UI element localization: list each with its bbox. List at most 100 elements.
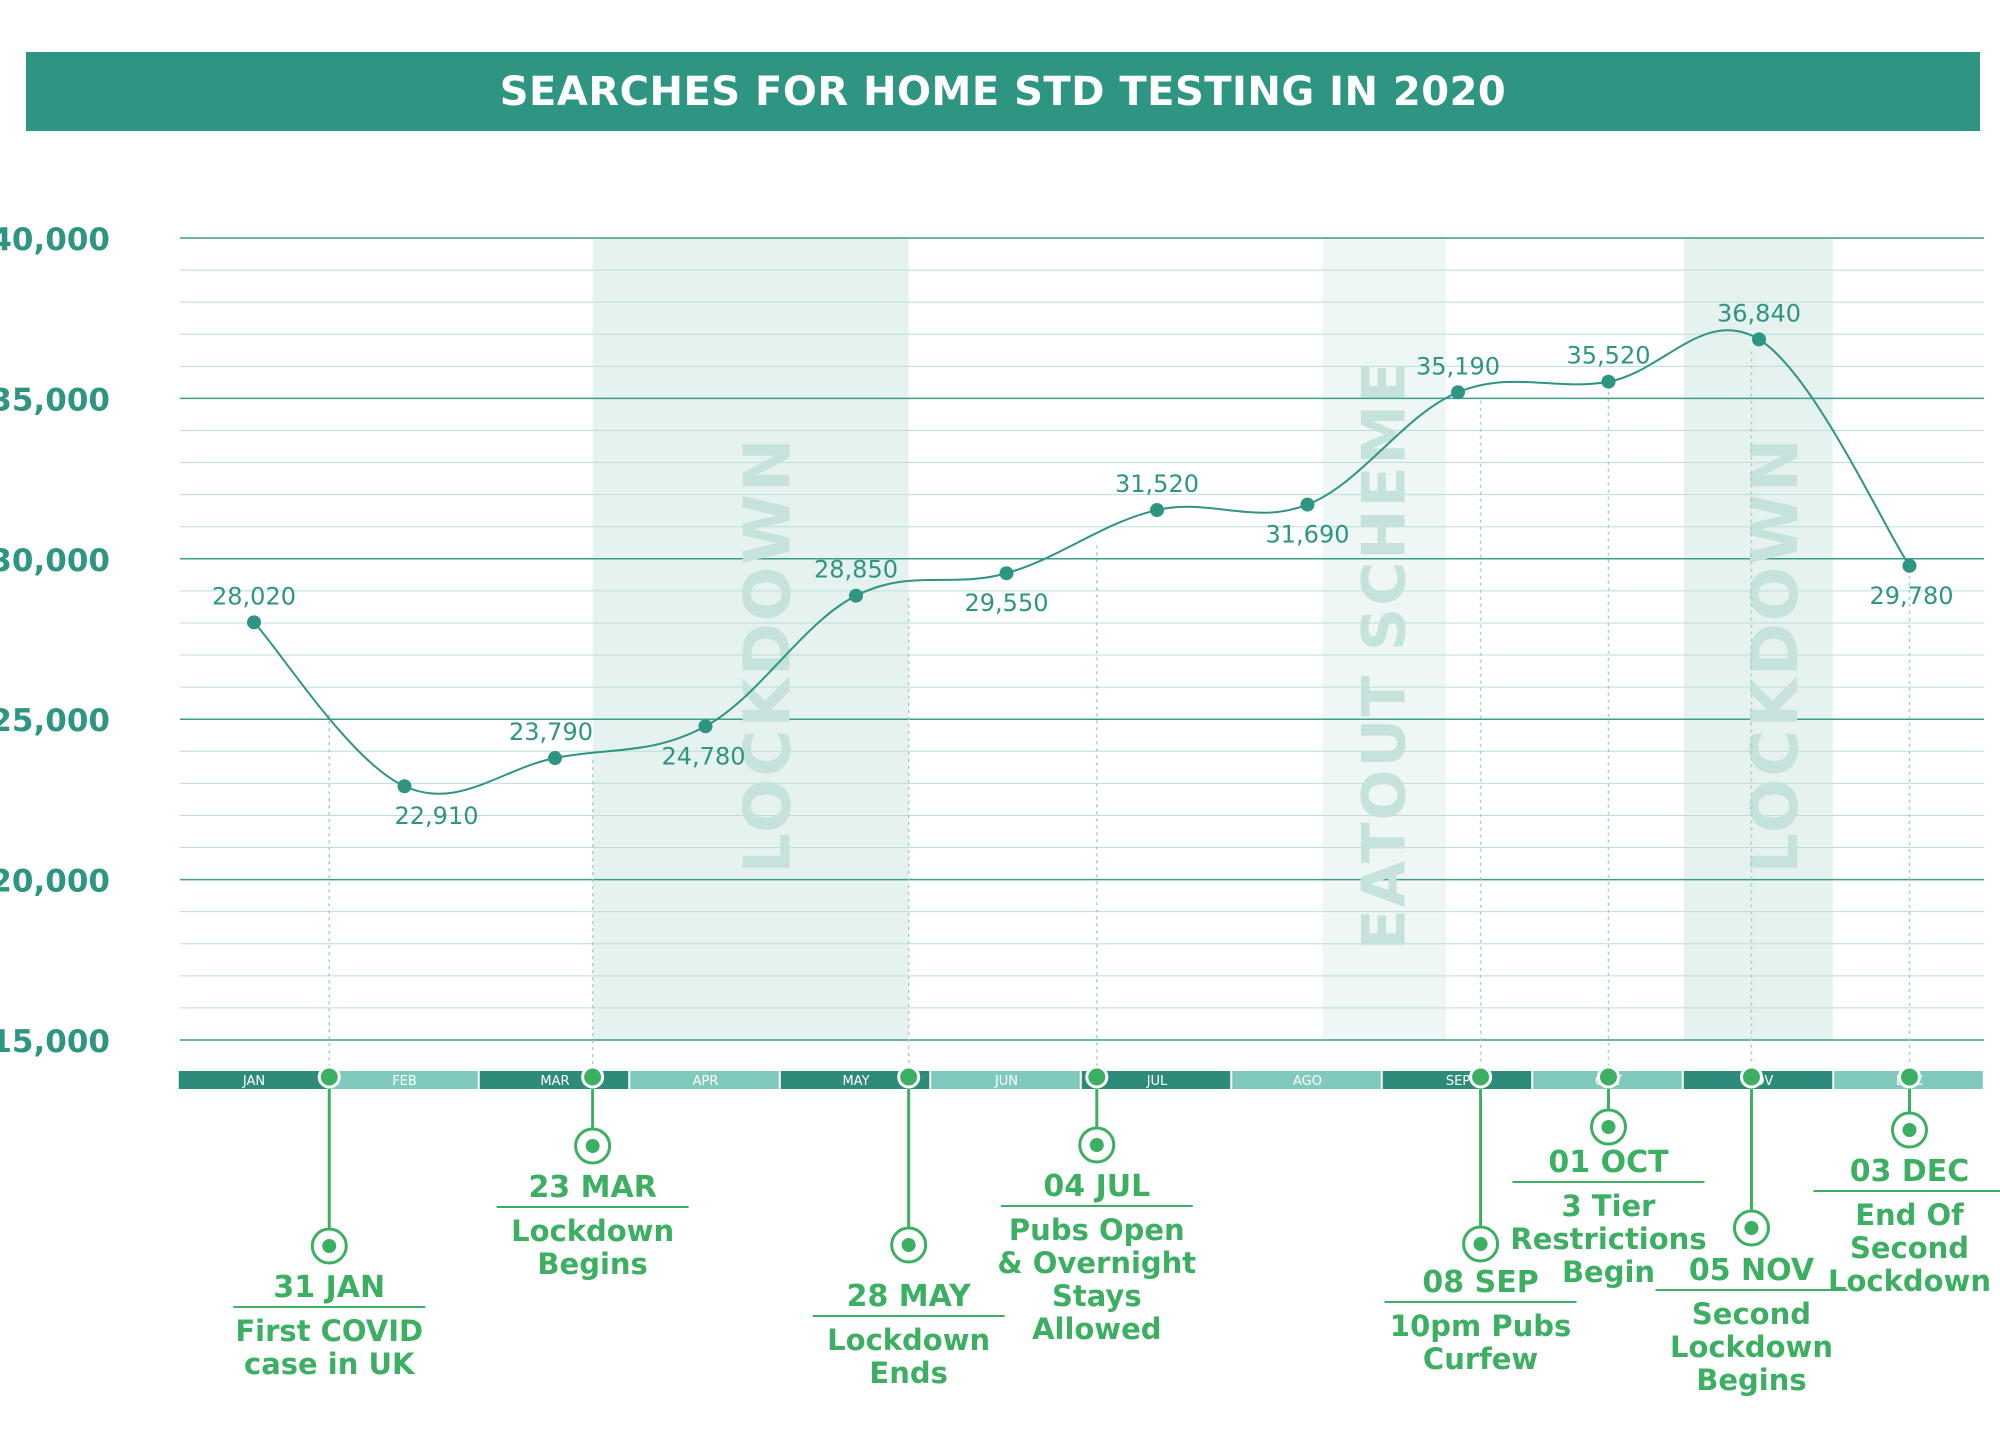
y-tick-label: 15,000 (0, 1024, 110, 1060)
month-cell (931, 1071, 1080, 1089)
band-label-3: LOCKDOWN (1739, 436, 1813, 873)
data-label: 22,910 (395, 802, 479, 830)
event-marker (1469, 1065, 1493, 1089)
data-point (1300, 497, 1315, 512)
event-text: Lockdown (827, 1323, 990, 1357)
band-label-1: LOCKDOWN (732, 436, 806, 873)
data-label: 23,790 (509, 718, 593, 746)
y-tick-label: 20,000 (0, 864, 110, 900)
data-point (1752, 332, 1766, 347)
data-label: 24,780 (662, 742, 746, 770)
y-tick-label: 25,000 (0, 703, 110, 739)
event-text: Curfew (1423, 1342, 1538, 1376)
event-date: 01 OCT (1548, 1145, 1669, 1180)
event-date: 23 MAR (528, 1170, 656, 1205)
event-text: Stays (1052, 1279, 1142, 1313)
band-2 (1322, 238, 1446, 1040)
event-text: 3 Tier (1562, 1189, 1657, 1223)
x-tick-label: MAY (842, 1074, 869, 1089)
data-point (1150, 503, 1164, 518)
data-label: 35,520 (1567, 342, 1651, 370)
beer-icon-glyph (1089, 1138, 1104, 1152)
month-cell (178, 1071, 328, 1089)
event-text: Ends (869, 1356, 947, 1390)
unlock-icon-glyph (1902, 1123, 1917, 1137)
event-marker (1898, 1065, 1921, 1089)
month-cell (780, 1071, 930, 1089)
data-label: 29,780 (1870, 582, 1954, 610)
event-text: & Overnight (997, 1246, 1196, 1280)
x-tick-label: MAR (540, 1074, 569, 1089)
event-text: Allowed (1032, 1312, 1161, 1346)
clock-icon-glyph (1473, 1237, 1488, 1251)
lock-icon-glyph (1744, 1221, 1759, 1235)
event-text: First COVID (235, 1314, 423, 1348)
event-date: 04 JUL (1043, 1169, 1150, 1204)
data-point (397, 779, 412, 794)
virus-icon-glyph (322, 1239, 337, 1253)
y-tick-label: 35,000 (0, 382, 110, 418)
event-date: 28 MAY (847, 1279, 972, 1314)
event-date: 31 JAN (273, 1270, 385, 1305)
cancel-icon-glyph (1601, 1120, 1616, 1134)
data-point (548, 751, 562, 766)
month-cell (1081, 1071, 1231, 1089)
event-text: Begins (1696, 1363, 1806, 1397)
event-text: Lockdown (1670, 1330, 1833, 1364)
month-cell (630, 1071, 779, 1089)
y-tick-label: 40,000 (0, 222, 110, 258)
event-text: case in UK (244, 1347, 416, 1381)
event-text: Lockdown (511, 1214, 674, 1248)
title-bar: SEARCHES FOR HOME STD TESTING IN 2020 (26, 52, 1980, 131)
data-label: 35,190 (1416, 352, 1500, 380)
data-label: 31,520 (1115, 470, 1199, 498)
event-marker (1085, 1065, 1109, 1089)
event-marker (317, 1065, 341, 1089)
data-point (1451, 385, 1465, 400)
x-tick-label: JUL (1146, 1074, 1168, 1089)
month-cell (1382, 1071, 1532, 1089)
x-tick-label: AGO (1293, 1074, 1322, 1089)
event-date: 05 NOV (1689, 1253, 1815, 1288)
event-marker (897, 1065, 921, 1089)
event-date: 03 DEC (1850, 1154, 1970, 1189)
event-text: Second (1850, 1231, 1969, 1265)
event-text: Restrictions (1510, 1222, 1706, 1256)
band-3 (1683, 238, 1833, 1040)
series-line (253, 329, 1911, 795)
event-text: Begin (1562, 1255, 1655, 1289)
data-label: 36,840 (1717, 299, 1801, 327)
month-cell (1232, 1071, 1381, 1089)
data-point (1601, 374, 1616, 389)
data-point (849, 588, 863, 603)
band-1 (592, 238, 909, 1040)
event-marker (1739, 1065, 1763, 1089)
data-label: 29,550 (965, 589, 1049, 617)
x-tick-label: SEP (1446, 1074, 1470, 1089)
x-tick-label: APR (693, 1074, 719, 1089)
event-date: 08 SEP (1422, 1265, 1538, 1300)
lock-icon-glyph (585, 1139, 600, 1153)
data-label: 31,690 (1266, 521, 1350, 549)
event-text: 10pm Pubs (1390, 1309, 1571, 1343)
x-tick-label: JAN (242, 1074, 265, 1089)
x-tick-label: FEB (392, 1074, 417, 1089)
band-label-2: EATOUT SCHEME (1349, 360, 1419, 950)
event-marker (581, 1065, 605, 1089)
unlock-icon-glyph (901, 1238, 916, 1252)
data-point (247, 615, 261, 630)
y-tick-label: 30,000 (0, 543, 110, 579)
x-tick-label: JUN (994, 1074, 1018, 1089)
event-marker (1597, 1065, 1620, 1089)
month-cell (329, 1071, 478, 1089)
data-point (698, 719, 713, 734)
